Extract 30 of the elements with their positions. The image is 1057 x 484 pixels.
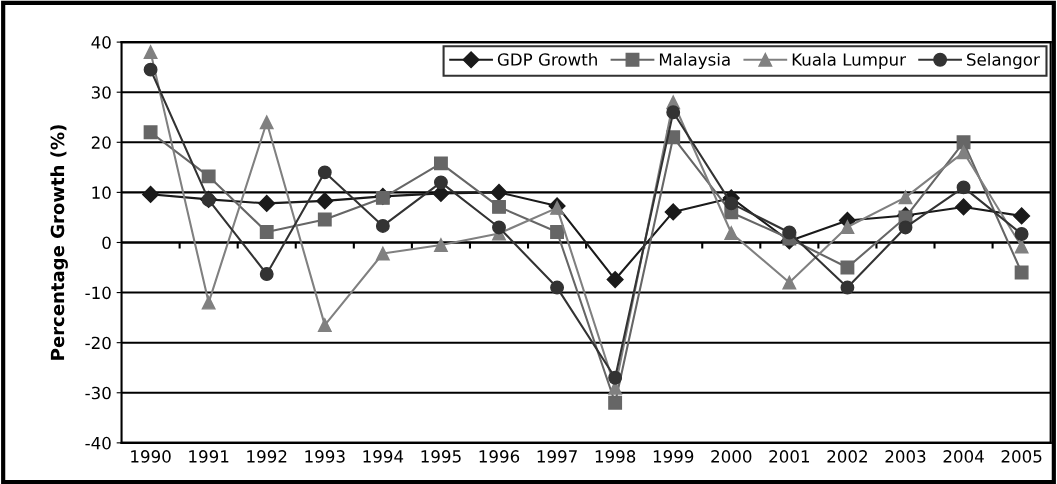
x-tick-label: 2001	[769, 450, 810, 463]
x-tick-label: 2005	[1001, 450, 1042, 463]
x-tick-label: 1994	[363, 450, 404, 463]
x-tick-label: 2003	[885, 450, 926, 463]
y-tick-label: 20	[91, 136, 111, 149]
legend-label: Selangor	[967, 52, 1040, 70]
y-tick-label: 30	[91, 86, 111, 99]
y-tick-label: 40	[91, 36, 111, 49]
y-tick-label: -30	[85, 386, 111, 400]
y-tick-label: 0	[102, 236, 111, 250]
x-tick-label: 1995	[421, 450, 461, 463]
x-tick-label: 2002	[827, 450, 867, 463]
x-tick-label: 1991	[189, 450, 229, 463]
x-tick-label: 1996	[479, 450, 520, 463]
legend-label: Kuala Lumpur	[792, 52, 906, 70]
x-tick-label: 2004	[943, 450, 984, 463]
y-tick-label: 10	[92, 186, 111, 199]
x-tick-label: 2000	[711, 450, 752, 463]
y-tick-label: -10	[85, 286, 111, 300]
legend-label: Malaysia	[659, 52, 730, 70]
y-tick-label: -40	[85, 436, 111, 450]
x-tick-label: 1998	[595, 450, 636, 463]
x-tick-label: 1990	[131, 450, 171, 463]
legend-label: GDP Growth	[497, 52, 597, 66]
x-tick-label: 1997	[537, 450, 577, 463]
x-tick-label: 1992	[247, 450, 287, 463]
y-axis-title: Percentage Growth (%)	[50, 125, 68, 360]
x-tick-label: 1993	[305, 450, 345, 463]
y-tick-label: -20	[85, 336, 111, 350]
x-tick-label: 1999	[653, 450, 694, 463]
